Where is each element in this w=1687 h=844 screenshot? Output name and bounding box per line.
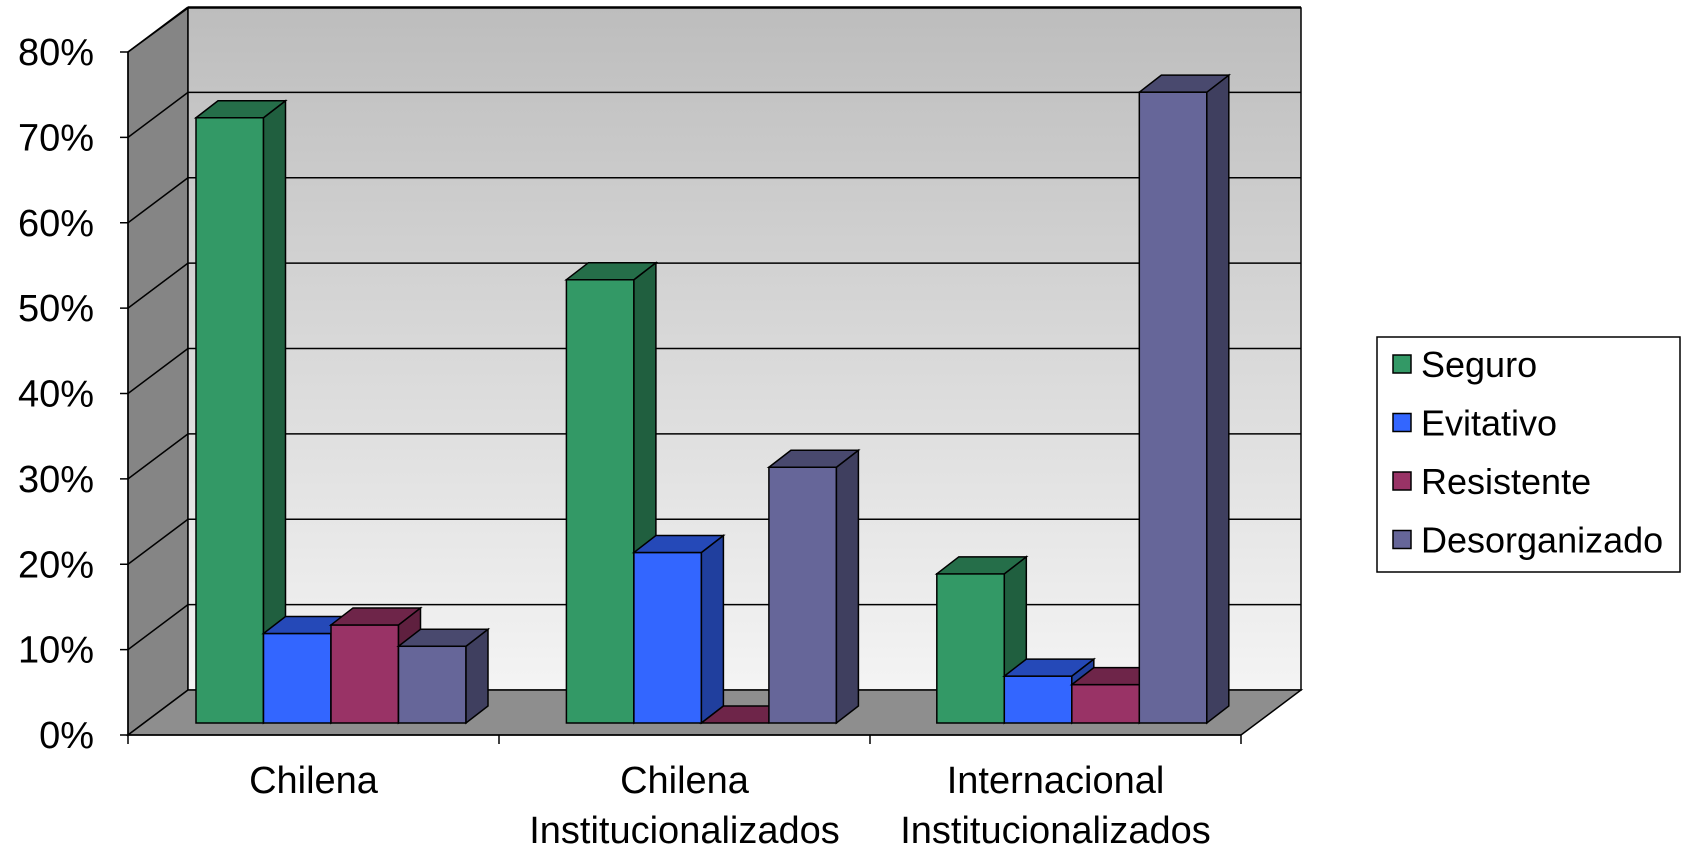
bar-top [193,99,288,119]
bar-front [195,116,265,724]
bars [193,73,1232,725]
bar-desorganizado-1 [766,448,861,725]
y-tick-label: 10% [18,630,94,672]
category-label: Internacional [947,760,1165,802]
y-tick-label: 70% [18,117,94,159]
bar-top [564,261,659,281]
legend-label: Evitativo [1421,403,1557,444]
bar-front [1003,675,1073,724]
y-tick-label: 60% [18,203,94,245]
legend-label: Desorganizado [1421,520,1663,561]
bar-seguro-0 [193,99,288,725]
gridline-side [127,347,189,395]
y-tick-label: 40% [18,374,94,416]
gridline-side [127,262,189,309]
y-tick-label: 80% [18,32,94,74]
bar-front [1138,91,1208,724]
bar-side [1206,73,1230,725]
bar-top [1002,658,1097,677]
legend-swatch [1392,471,1412,491]
legend-swatch [1392,529,1412,550]
axis: 0% 10% 20% 30% 40% 50% 60% 70% 80% Chilena Chilena… [18,32,1242,844]
legend-swatch [1392,354,1412,374]
y-tick-label: 0% [39,715,94,757]
y-tick-label: 50% [18,288,94,330]
bar-side [835,448,860,725]
bar-top [328,607,423,626]
bar-front [768,466,838,724]
gridline-side [127,177,189,224]
gridlines [127,6,1301,651]
bar-front [633,551,703,724]
bar-side [700,533,725,725]
gridline-side [127,6,189,53]
legend: Seguro Evitativo Resistente Desorganizado [1376,336,1681,573]
legend-label: Resistente [1421,461,1591,502]
bar-evitativo-1 [631,533,726,725]
y-tick-label: 20% [18,544,94,586]
legend-box [1376,336,1681,573]
category-label: Chilena [620,760,750,802]
bar-top [631,534,726,554]
bar-front [565,278,635,724]
gridline-side [127,91,189,138]
category-label: Chilena [249,760,379,802]
bar-front [330,624,400,724]
category-label: Institucionalizados [529,810,840,844]
gridline-side [127,518,189,565]
legend-swatch [1392,412,1412,433]
gridline-side [127,604,189,651]
bar-top [766,449,861,469]
bar-front [1071,683,1141,724]
legend-label: Seguro [1421,344,1537,385]
bar-top [934,556,1029,575]
bar-desorganizado-2 [1137,73,1232,725]
bar-front [262,632,332,724]
bar-front [936,573,1006,724]
bar-desorganizado-0 [396,627,491,725]
y-tick-label: 30% [18,459,94,501]
bar-top [396,628,491,648]
category-label: Institucionalizados [900,810,1211,844]
gridline-side [127,433,189,480]
bar-front [397,645,467,724]
bar-top [1137,74,1232,93]
